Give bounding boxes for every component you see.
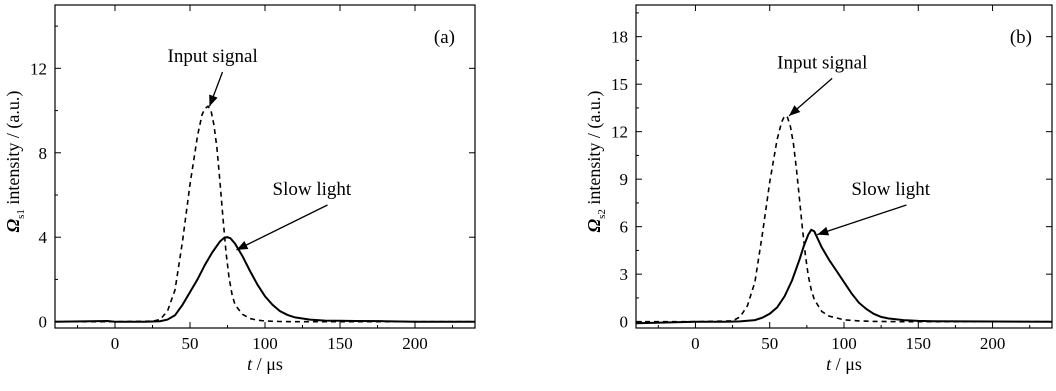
annotation-slow-light: Slow light bbox=[851, 179, 930, 200]
y-axis-subscript: s2 bbox=[596, 209, 608, 219]
y-tick-label: 0 bbox=[39, 313, 48, 332]
y-tick-label: 18 bbox=[611, 28, 628, 47]
y-axis-subscript: s1 bbox=[15, 209, 27, 219]
y-tick-label: 9 bbox=[620, 170, 629, 189]
y-axis-title: Ωs1 intensity / (a.u.) bbox=[3, 91, 27, 233]
y-tick-label: 8 bbox=[39, 144, 48, 163]
y-axis-title: Ωs2 intensity / (a.u.) bbox=[584, 91, 608, 233]
arrowhead bbox=[817, 226, 830, 236]
x-axis-variable: t bbox=[247, 354, 253, 374]
x-tick-label: 150 bbox=[327, 334, 353, 353]
x-tick-label: 200 bbox=[402, 334, 428, 353]
x-tick-label: 50 bbox=[182, 334, 199, 353]
arrowhead bbox=[789, 105, 801, 116]
y-tick-label: 12 bbox=[30, 59, 47, 78]
x-axis-unit: μs bbox=[266, 354, 283, 374]
y-tick-label: 12 bbox=[611, 123, 628, 142]
series-line-slow-light bbox=[54, 236, 475, 323]
chart-panel-a: 0 50 100 150 200 0 4 8 12 t / μs Ωs1 intensity / (… bbox=[3, 4, 476, 374]
x-tick-label: 100 bbox=[831, 334, 857, 353]
annotation-arrow bbox=[817, 204, 907, 236]
y-axis-text: intensity / (a.u.) bbox=[584, 91, 605, 209]
x-axis-title: t / μs bbox=[247, 354, 283, 374]
x-tick-label: 50 bbox=[761, 334, 778, 353]
series-line-input-signal bbox=[55, 105, 475, 323]
arrowhead bbox=[236, 240, 249, 250]
x-tick-label: 200 bbox=[980, 334, 1006, 353]
y-tick-label: 15 bbox=[611, 75, 628, 94]
y-axis-symbol: Ω bbox=[584, 218, 604, 232]
series-line-input-signal bbox=[636, 114, 1052, 323]
annotation-arrow bbox=[236, 204, 328, 251]
chart-panel-b: 0 50 100 150 200 0 3 6 9 12 15 18 t / μs Ωs2 intensit… bbox=[584, 4, 1053, 374]
x-axis-title: t / μs bbox=[826, 354, 862, 374]
x-axis-separator: / bbox=[831, 354, 845, 374]
x-axis-separator: / bbox=[252, 354, 266, 374]
x-tick-label: 150 bbox=[906, 334, 932, 353]
y-tick-label: 0 bbox=[620, 313, 629, 332]
x-axis-variable: t bbox=[826, 354, 832, 374]
y-axis-symbol: Ω bbox=[3, 218, 23, 232]
plot-frame bbox=[54, 4, 476, 329]
panel-label: (b) bbox=[1010, 27, 1032, 48]
x-tick-label: 0 bbox=[691, 334, 700, 353]
annotation-input-signal: Input signal bbox=[777, 52, 867, 73]
y-tick-label: 6 bbox=[620, 218, 629, 237]
y-tick-label: 3 bbox=[620, 265, 629, 284]
y-axis-text: intensity / (a.u.) bbox=[3, 91, 24, 209]
panel-label: (a) bbox=[434, 27, 455, 48]
annotation-slow-light: Slow light bbox=[273, 179, 352, 200]
series-line-slow-light bbox=[635, 228, 1053, 325]
x-axis-unit: μs bbox=[845, 354, 862, 374]
annotation-input-signal: Input signal bbox=[168, 46, 258, 67]
arrowhead bbox=[209, 94, 218, 107]
x-tick-label: 0 bbox=[111, 334, 120, 353]
x-tick-label: 100 bbox=[252, 334, 278, 353]
y-tick-label: 4 bbox=[39, 228, 48, 247]
